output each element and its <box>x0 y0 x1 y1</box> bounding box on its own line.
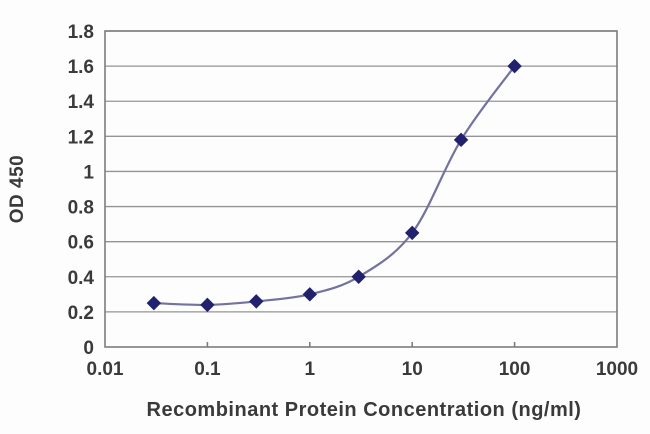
data-point-marker <box>404 225 420 241</box>
x-axis-label: Recombinant Protein Concentration (ng/ml… <box>147 399 582 421</box>
x-tick-label: 10 <box>402 359 423 380</box>
data-point-marker <box>146 295 162 311</box>
y-tick-label: 0.2 <box>68 303 94 324</box>
y-tick-label: 0 <box>83 338 94 359</box>
series-line <box>153 65 516 307</box>
data-point-marker <box>249 294 264 309</box>
y-axis-label: OD 450 <box>7 155 28 223</box>
x-tick-label: 0.01 <box>87 359 124 380</box>
y-tick-label: 0.8 <box>68 198 94 219</box>
data-point-marker <box>200 297 215 313</box>
y-tick-label: 1.4 <box>68 92 95 113</box>
x-tick-label: 0.1 <box>194 359 221 380</box>
plot-border <box>104 30 618 348</box>
x-tick-label: 100 <box>499 359 531 380</box>
y-tick-label: 1 <box>83 162 94 183</box>
y-tick-label: 1.6 <box>68 57 94 78</box>
data-point-marker <box>507 58 522 74</box>
data-point-marker <box>351 269 366 284</box>
data-point-marker <box>453 132 469 148</box>
chart-plot-area: 0 0.2 0.4 0.6 0.8 1 1.2 1.4 1.6 1.8 0.01 0.1 1 10 100 1… <box>68 22 639 380</box>
x-tick-label: 1 <box>305 359 316 380</box>
y-tick-label: 1.2 <box>68 127 94 148</box>
y-tick-label: 0.4 <box>68 268 95 289</box>
y-tick-label: 0.6 <box>68 233 94 254</box>
x-tick-label: 1000 <box>596 359 638 380</box>
y-tick-label: 1.8 <box>68 22 94 43</box>
data-point-marker <box>302 287 318 302</box>
